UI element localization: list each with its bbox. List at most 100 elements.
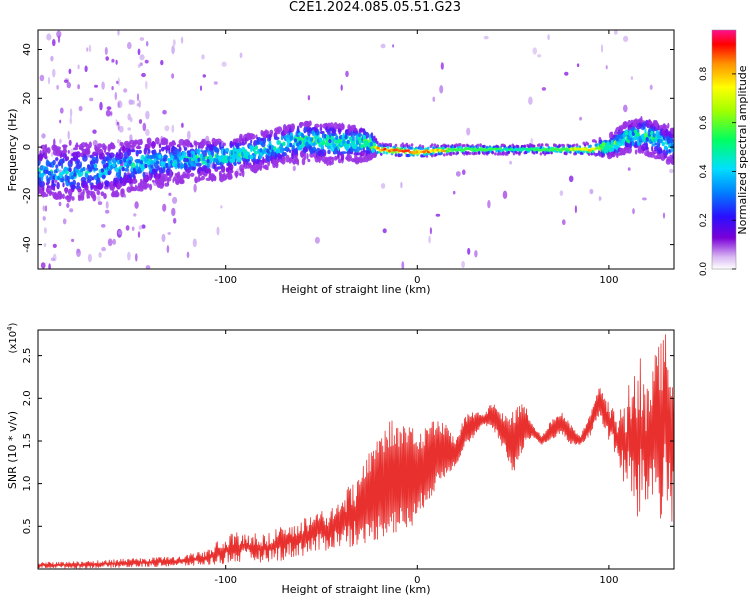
spectrogram-band-blob (357, 132, 363, 137)
spectrogram-noise-blob (641, 197, 647, 201)
snr-multiplier-exponent: 4 (6, 326, 14, 331)
figure-title: C2E1.2024.085.05.51.G23 (288, 0, 462, 15)
spectrogram-band-blob (323, 152, 327, 157)
spectrogram-band-blob (475, 151, 478, 155)
spectrogram-band-blob (228, 163, 234, 171)
spectrogram-band-blob (589, 144, 592, 148)
spectrogram-ridge-blob (112, 162, 116, 168)
spectrogram-band-blob (87, 175, 93, 182)
spectrogram-ridge-blob (326, 134, 330, 139)
spectrogram-noise-blob (213, 81, 218, 85)
spectrogram-noise-blob (605, 65, 608, 70)
spectrogram-band-blob (372, 151, 378, 158)
spectrogram-ridge-blob (119, 159, 123, 165)
spectrogram-band-blob (241, 169, 245, 178)
spectrogram-band-blob (410, 146, 414, 150)
spectrogram-ridge-blob (245, 151, 249, 157)
spectrogram-ridge-blob (310, 137, 314, 142)
spectrogram-noise-blob (400, 181, 403, 189)
spectrogram-noise-blob (69, 108, 73, 117)
spectrogram-noise-blob (111, 86, 114, 91)
spectrogram-noise-blob (340, 84, 343, 91)
spectrogram-noise-blob (46, 33, 52, 41)
spectrogram-band-blob (62, 193, 65, 200)
spectrogram-noise-blob (112, 238, 116, 245)
spectrogram-noise-blob (110, 111, 113, 116)
spectrogram-band-blob (418, 144, 422, 148)
spectrogram-noise-blob (47, 76, 51, 85)
spectrogram-band-blob (213, 175, 217, 182)
spectrogram-band-blob (122, 146, 126, 152)
spectrogram-ridge-blob (376, 146, 381, 150)
snr-ytick-label: 1.0 (22, 476, 33, 492)
spectrogram-ridge-blob (300, 133, 304, 138)
spectrogram-band-blob (532, 151, 536, 155)
spectrogram-band-blob (68, 194, 73, 199)
spectrogram-ridge-blob (73, 172, 77, 177)
spectrogram-band-blob (118, 168, 122, 176)
spectrogram-noise-blob (137, 231, 141, 238)
spectrogram-band-blob (38, 153, 44, 161)
spectrogram-noise-blob (487, 200, 491, 209)
spectrogram-band-blob (494, 152, 497, 156)
spectrogram-ridge-blob (139, 160, 143, 165)
spectrogram-band-blob (440, 151, 443, 155)
spectrogram-ridge-blob (236, 150, 240, 155)
spectrogram-ridge-blob (247, 154, 252, 159)
spectrogram-band-blob (659, 135, 662, 139)
spectrogram-ridge-blob (287, 142, 291, 148)
spectrogram-band-blob (151, 140, 156, 149)
spectrogram-noise-blob (428, 235, 431, 244)
spectrogram-band-blob (80, 142, 87, 148)
spectrogram-band-blob (131, 178, 138, 184)
spectrogram-noise-blob (160, 59, 164, 66)
spectrogram-noise-blob (461, 260, 465, 269)
spectrogram-band-blob (163, 173, 168, 182)
spectrogram-noise-blob (131, 226, 135, 231)
spectrogram-noise-blob (69, 116, 73, 125)
spectrogram-noise-blob (627, 167, 631, 171)
spectrogram-band-blob (176, 144, 181, 148)
spectrogram-band-blob (665, 150, 669, 156)
spectrogram-band-blob (582, 150, 586, 154)
spectrogram-ridge-blob (252, 147, 256, 152)
spectrogram-noise-blob (239, 52, 243, 59)
spectrogram-noise-blob (104, 47, 108, 55)
spectrogram-ridge-blob (185, 158, 189, 163)
spectrogram-noise-blob (52, 68, 56, 78)
spectrogram-band-blob (651, 145, 654, 152)
spectrogram-noise-blob (117, 230, 123, 236)
spectrogram-ridge-blob (47, 171, 52, 176)
spectrogram-ridge-blob (328, 138, 332, 144)
spectrogram-ridge-blob (188, 152, 192, 158)
spectrogram-ridge-blob (121, 166, 125, 172)
spectrogram-ridge-blob (206, 159, 210, 164)
spectrogram-noise-blob (62, 218, 67, 225)
spectrogram-noise-blob (382, 228, 387, 234)
spectrogram-band-blob (337, 158, 342, 164)
spectrogram-band-blob (523, 144, 527, 148)
spectrogram-ridge-blob (335, 135, 339, 140)
spectrogram-ridge-blob (176, 158, 180, 163)
snr-xtick-label: -100 (214, 575, 237, 586)
spectrogram-band-blob (319, 123, 323, 130)
spectrogram-ridge-blob (162, 157, 166, 162)
spectrogram-ridge-blob (105, 162, 109, 168)
spectrogram-ridge-blob (229, 158, 233, 163)
spectrogram-band-blob (613, 131, 619, 135)
spectrogram-band-blob (496, 145, 500, 149)
spectrogram-noise-blob (101, 81, 105, 90)
spectrogram-noise-blob (137, 48, 141, 56)
spectrogram-band-blob (140, 138, 143, 146)
spectrogram-band-blob (92, 151, 97, 157)
spectrogram-ridge-blob (277, 140, 281, 145)
spectrogram-band-blob (67, 149, 70, 154)
spectrogram-band-blob (546, 143, 549, 147)
spectrogram-band-blob (308, 120, 312, 127)
spectrogram-band-blob (68, 139, 72, 146)
spectrogram-band-blob (52, 183, 56, 187)
spectrogram-noise-blob (107, 238, 113, 247)
spectrogram-noise-blob (71, 238, 75, 243)
spectrogram-noise-blob (88, 44, 92, 53)
